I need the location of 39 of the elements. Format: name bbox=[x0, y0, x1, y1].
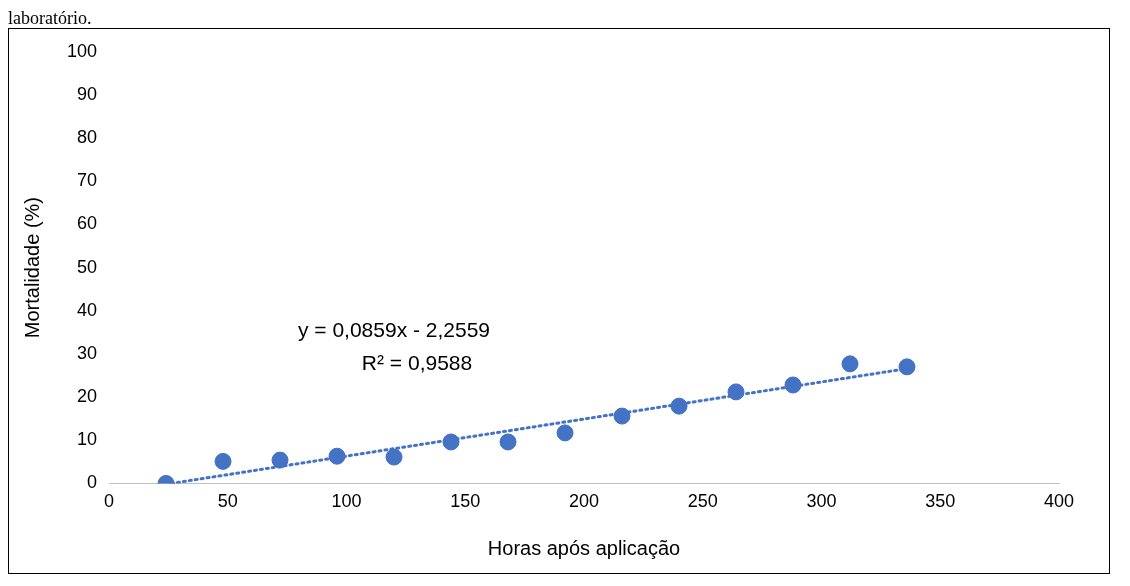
annotation: R² = 0,9588 bbox=[361, 350, 473, 374]
y-tick-label: 20 bbox=[77, 386, 98, 407]
point bbox=[670, 397, 688, 415]
annotation: y = 0,0859x - 2,2559 bbox=[297, 317, 491, 341]
point bbox=[898, 358, 916, 376]
point bbox=[841, 355, 859, 373]
point bbox=[613, 407, 631, 425]
x-tick-label: 50 bbox=[217, 491, 238, 512]
point bbox=[556, 424, 574, 442]
point bbox=[499, 433, 517, 451]
y-tick-label: 0 bbox=[87, 472, 98, 493]
point bbox=[442, 433, 460, 451]
point bbox=[727, 383, 745, 401]
point bbox=[328, 447, 346, 465]
x-tick-label: 300 bbox=[806, 491, 837, 512]
chart-frame: Horas após aplicação Mortalidade (%) 0 50 100 150 200 250 300 350 400 0 10 20 30 40 50 60 70 80 90 100 y = 0,0859x - 2,2559 R² = 0,9588 bbox=[8, 28, 1110, 574]
point bbox=[271, 451, 289, 469]
y-tick-label: 40 bbox=[77, 299, 98, 320]
y-axis-title: Mortalidade (%) bbox=[20, 197, 43, 339]
x-tick-label: 200 bbox=[568, 491, 600, 512]
text: laboratório. bbox=[8, 8, 93, 28]
x-tick-label: 150 bbox=[450, 491, 481, 512]
y-tick-label: 100 bbox=[66, 40, 98, 61]
y-tick-label: 80 bbox=[77, 127, 98, 148]
y-tick-label: 30 bbox=[77, 342, 98, 363]
point bbox=[214, 452, 232, 470]
x-tick-label: 400 bbox=[1043, 491, 1075, 512]
x-axis-title: Horas após aplicação bbox=[487, 536, 681, 559]
x-tick-label: 100 bbox=[331, 491, 362, 512]
y-tick-label: 50 bbox=[77, 256, 98, 277]
y-tick-label: 70 bbox=[77, 170, 98, 191]
point bbox=[385, 448, 403, 466]
x-tick-label: 250 bbox=[687, 491, 718, 512]
y-tick-label: 90 bbox=[77, 83, 98, 104]
x-tick-label: 350 bbox=[925, 491, 956, 512]
y-tick-label: 10 bbox=[77, 429, 98, 450]
x-tick-label: 0 bbox=[104, 491, 115, 512]
point bbox=[784, 376, 802, 394]
y-tick-label: 60 bbox=[77, 213, 98, 234]
